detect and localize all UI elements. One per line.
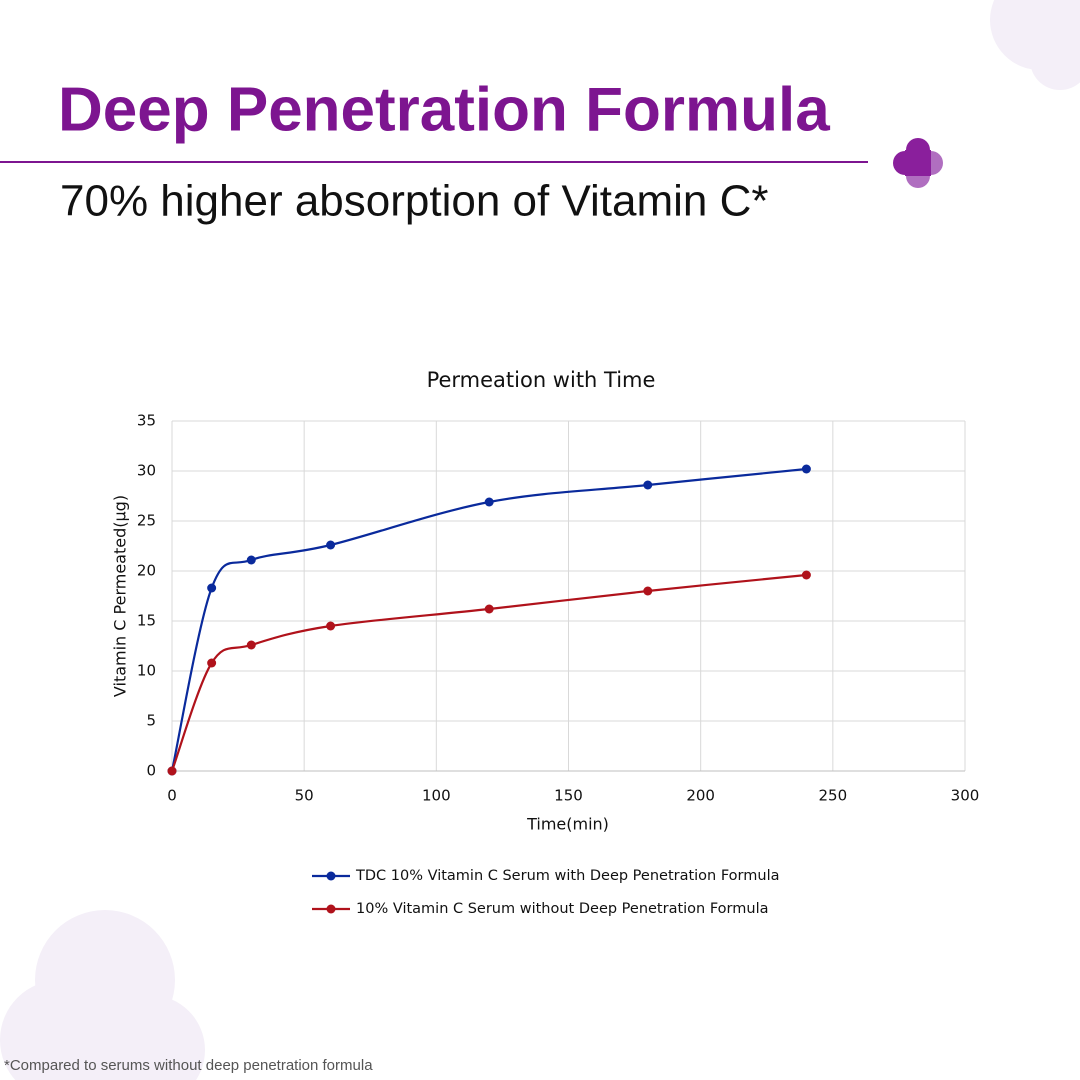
legend-label: TDC 10% Vitamin C Serum with Deep Penetr… [355, 868, 780, 884]
data-point [326, 540, 336, 550]
data-point [801, 570, 811, 580]
legend-marker [326, 871, 336, 881]
x-tick-label: 200 [686, 787, 715, 805]
data-point [484, 604, 494, 614]
plus-icon [893, 138, 943, 188]
page-title: Deep Penetration Formula [58, 75, 830, 144]
data-point [167, 766, 177, 776]
data-point [801, 464, 811, 474]
x-tick-label: 100 [422, 787, 451, 805]
legend-label: 10% Vitamin C Serum without Deep Penetra… [356, 901, 768, 917]
chart-title: Permeation with Time [427, 368, 656, 392]
data-point [246, 555, 256, 565]
data-point [207, 658, 217, 668]
legend-marker [326, 904, 336, 914]
data-point [484, 497, 494, 507]
data-point [207, 583, 217, 593]
x-tick-label: 50 [295, 787, 314, 805]
y-tick-label: 35 [137, 412, 156, 430]
y-tick-label: 30 [137, 462, 156, 480]
y-tick-label: 20 [137, 562, 156, 580]
x-tick-label: 300 [951, 787, 980, 805]
y-tick-label: 10 [137, 662, 156, 680]
x-tick-label: 150 [554, 787, 583, 805]
data-point [643, 480, 653, 490]
data-point [246, 640, 256, 650]
y-tick-label: 0 [146, 762, 156, 780]
y-tick-label: 5 [146, 712, 156, 730]
footnote: *Compared to serums without deep penetra… [4, 1057, 373, 1074]
x-axis-label: Time(min) [526, 815, 609, 834]
x-tick-label: 250 [819, 787, 848, 805]
x-tick-label: 0 [167, 787, 177, 805]
y-tick-label: 25 [137, 512, 156, 530]
series-line [170, 467, 807, 772]
y-tick-label: 15 [137, 612, 156, 630]
y-axis-label: Vitamin C Permeated(µg) [111, 495, 130, 697]
page-subtitle: 70% higher absorption of Vitamin C* [60, 177, 769, 226]
series-line [170, 573, 807, 772]
data-point [643, 586, 653, 596]
data-point [326, 621, 336, 631]
